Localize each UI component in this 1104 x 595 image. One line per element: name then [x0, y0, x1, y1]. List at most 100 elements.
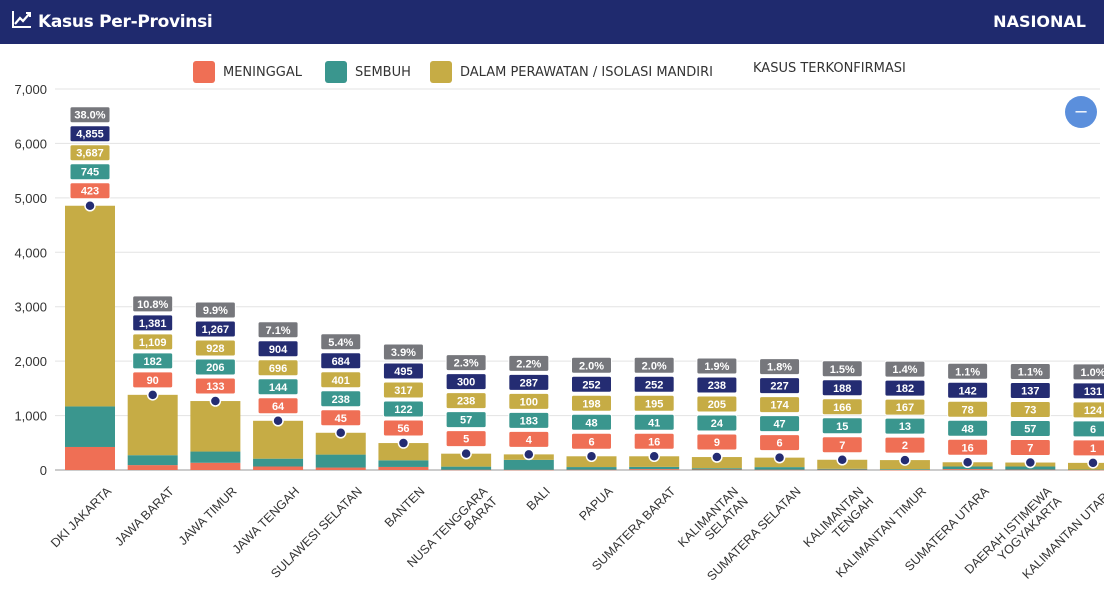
value-label-meninggal-box: [1072, 439, 1104, 457]
bar-meninggal: [566, 469, 617, 471]
bar-meninggal: [1068, 469, 1104, 471]
value-label-sembuh-box: [759, 415, 801, 433]
percentage-label-box: [69, 106, 111, 124]
value-label-meninggal-box: [884, 436, 926, 454]
legend-swatch-perawatan: [430, 61, 452, 83]
bar-perawatan: [441, 453, 492, 467]
value-label-sembuh: 47: [773, 419, 785, 431]
bar-meninggal: [629, 469, 680, 470]
y-tick-labels: 0 1,000 2,000 3,000 4,000 5,000 6,000 7,000: [14, 82, 47, 478]
value-label-terkonfirmasi-box: [382, 362, 424, 380]
legend-swatch-meninggal: [193, 61, 215, 83]
x-tick-label-group: DKI JAKARTA: [48, 484, 115, 551]
y-tick-label: 0: [40, 463, 47, 478]
value-label-perawatan: 696: [269, 363, 287, 375]
y-tick-label: 3,000: [14, 300, 47, 315]
bar-meninggal: [253, 466, 304, 470]
percentage-label: 1.1%: [955, 366, 980, 378]
value-label-perawatan: 1,109: [139, 337, 167, 349]
value-label-perawatan-box: [1009, 401, 1051, 419]
confirmed-dot: [84, 199, 96, 212]
value-label-perawatan-box: [633, 394, 675, 412]
percentage-label-box: [884, 360, 926, 378]
value-label-meninggal: 2: [902, 440, 908, 452]
value-label-terkonfirmasi: 182: [896, 383, 914, 395]
value-label-perawatan-box: [696, 395, 738, 413]
value-label-meninggal: 16: [962, 442, 974, 454]
value-label-meninggal: 6: [588, 436, 594, 448]
bar-sembuh: [503, 459, 554, 470]
confirmed-dot: [272, 415, 284, 427]
bar-sembuh: [879, 469, 930, 470]
x-tick-label-group: PAPUA: [576, 484, 616, 524]
value-labels: 4237453,6874,85538.0%901821,1091,38110.8…: [69, 106, 1104, 457]
value-label-meninggal-box: [69, 182, 111, 200]
value-label-terkonfirmasi-box: [821, 379, 863, 397]
value-label-sembuh-box: [884, 417, 926, 435]
confirmed-dot: [648, 450, 660, 463]
minus-icon: –: [1075, 100, 1087, 122]
value-label-meninggal-box: [445, 430, 487, 448]
value-label-terkonfirmasi-box: [194, 320, 236, 338]
value-label-terkonfirmasi: 252: [582, 379, 600, 391]
percentage-label-box: [759, 358, 801, 376]
value-label-meninggal: 45: [335, 413, 347, 425]
value-label-perawatan: 166: [833, 402, 851, 414]
percentage-label-box: [194, 301, 236, 319]
collapse-button[interactable]: –: [1065, 96, 1097, 128]
value-label-sembuh-box: [382, 400, 424, 418]
value-label-sembuh: 48: [585, 417, 597, 429]
value-label-sembuh: 24: [711, 418, 724, 430]
value-label-perawatan-box: [382, 381, 424, 399]
confirmed-dot: [523, 448, 535, 461]
bar-sembuh: [754, 467, 805, 470]
legend-item-sembuh[interactable]: SEMBUH: [325, 61, 411, 83]
bar-meninggal: [503, 469, 554, 471]
value-label-terkonfirmasi-box: [1009, 382, 1051, 400]
bar-meninggal: [754, 469, 805, 471]
header-title-group: Kasus Per-Provinsi: [12, 10, 213, 33]
bar-perawatan: [1068, 462, 1104, 470]
value-label-perawatan-box: [571, 394, 612, 412]
chart-legend: MENINGGAL SEMBUH DALAM PERAWATAN / ISOLA…: [0, 61, 1104, 83]
bar-meninggal: [190, 462, 241, 470]
value-label-meninggal-box: [571, 432, 612, 450]
bar-perawatan: [315, 432, 366, 455]
bar-meninggal: [942, 469, 993, 470]
legend-item-terkonfirmasi[interactable]: KASUS TERKONFIRMASI: [753, 61, 906, 76]
value-label-sembuh: 15: [836, 421, 848, 433]
value-label-meninggal-box: [947, 438, 989, 456]
value-label-terkonfirmasi-box: [1072, 382, 1104, 400]
percentage-label: 2.2%: [516, 358, 541, 370]
value-label-meninggal: 64: [272, 401, 285, 413]
value-label-perawatan-box: [508, 392, 550, 410]
percentage-label: 1.1%: [1018, 367, 1043, 379]
bar-sembuh: [315, 454, 366, 468]
y-tick-label: 7,000: [14, 82, 47, 97]
percentage-label: 2.3%: [454, 358, 479, 370]
percentage-label: 1.8%: [767, 362, 792, 374]
value-label-perawatan-box: [821, 398, 863, 416]
value-label-perawatan: 78: [962, 404, 974, 416]
legend-item-meninggal[interactable]: MENINGGAL: [193, 61, 302, 83]
bar-meninggal: [127, 465, 178, 470]
x-tick-label: DKI JAKARTA: [48, 484, 115, 551]
legend-item-perawatan[interactable]: DALAM PERAWATAN / ISOLASI MANDIRI: [430, 61, 713, 83]
value-label-terkonfirmasi: 137: [1021, 386, 1039, 398]
chart-title: Kasus Per-Provinsi: [38, 11, 213, 32]
confirmed-dot: [585, 450, 598, 463]
confirmed-dot: [899, 454, 911, 466]
value-label-perawatan-box: [884, 398, 926, 416]
confirmed-dot: [460, 447, 472, 460]
value-label-sembuh: 48: [962, 423, 974, 435]
value-label-perawatan: 167: [896, 402, 914, 414]
bar-meninggal: [315, 467, 366, 470]
percentage-label: 2.0%: [579, 360, 604, 372]
line-chart-icon: [12, 10, 32, 33]
x-tick-label: PAPUA: [576, 484, 616, 524]
value-label-sembuh-box: [69, 163, 111, 181]
percentage-label: 5.4%: [328, 337, 353, 349]
scope-label[interactable]: NASIONAL: [993, 12, 1086, 31]
